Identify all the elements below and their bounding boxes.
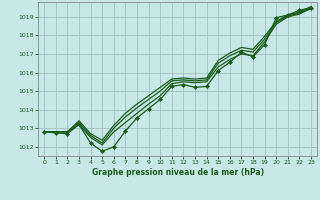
X-axis label: Graphe pression niveau de la mer (hPa): Graphe pression niveau de la mer (hPa) — [92, 168, 264, 177]
